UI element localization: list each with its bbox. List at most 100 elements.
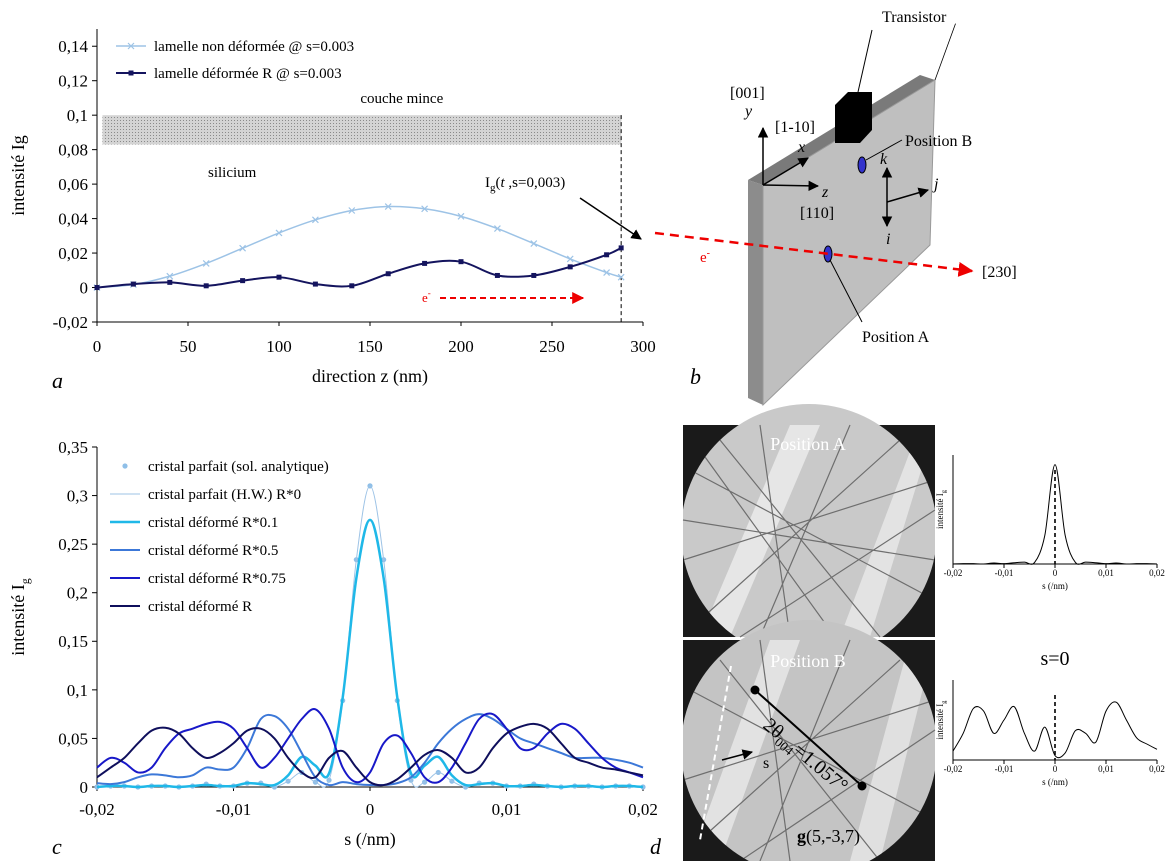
point [566,255,574,263]
point [567,264,573,270]
y-axis-label-text: intensité I [935,493,945,529]
legend-label: cristal parfait (H.W.) R*0 [148,487,301,503]
point [531,272,537,278]
y-axis-label-text: intensité I [8,584,28,655]
x-tick-label: -0,01 [216,800,251,819]
image-label-part: g [797,826,806,846]
x-tick-label: 0 [1053,568,1058,578]
x-tick-label: 200 [448,337,474,356]
chart: couche mince -0,02 0 0,02 0,04 0,06 0,08 0,1 0,1… [8,29,656,393]
y-axis-label-text: intensité Ig [8,135,28,215]
point [166,272,174,280]
y-tick-label: 0,02 [58,244,88,263]
annotation-part: ( [496,175,501,191]
leader [934,23,956,81]
legend-label: lamelle non déformée @ s=0.003 [154,39,354,55]
x-tick-label: 0,02 [1149,764,1165,774]
point [384,203,392,210]
x-axis-label: s (/nm) [1042,777,1068,787]
x-axis-label: s (/nm) [1042,581,1068,591]
point [202,259,210,267]
point [94,285,100,291]
x-tick-label: -0,01 [995,568,1014,578]
panel-label: a [52,368,63,393]
series-line [952,701,1158,759]
chart: -0,02 -0,01 0 0,01 0,02 s (/nm) intensité Ig [935,455,1165,591]
x-tick-label: 0,01 [492,800,522,819]
y-axis-label-sub: g [18,578,32,584]
point [422,260,428,266]
point [618,245,624,251]
label: j [932,176,939,193]
legend-marker [128,70,134,76]
annotation-part: g [490,182,496,194]
endpoint [750,685,760,695]
image-label-part: (5,-3,7) [806,826,860,847]
point [239,244,247,252]
beam-label: e- [422,288,431,305]
x-axis-label: direction z (nm) [312,366,428,387]
beam [654,231,974,277]
label: [1-10] [775,119,815,136]
point [385,271,391,277]
image-label: s [763,755,769,772]
label: k [880,151,888,168]
annotation-part: t [501,175,506,191]
y-tick-label: 0,06 [58,175,88,194]
label: Position A [862,329,930,346]
label: [110] [800,205,834,222]
x-tick-label: 0,01 [1098,568,1114,578]
beam-label-part: - [428,288,431,298]
s-arrow [721,749,754,761]
label: Transistor [882,9,947,26]
point [130,281,136,287]
y-tick-label: 0,25 [58,535,88,554]
x-tick-label: -0,02 [944,568,963,578]
label: x [797,139,805,156]
x-tick-label: 0,01 [1098,764,1114,774]
leader [857,29,873,93]
y-tick-label: 0,15 [58,632,88,651]
angle-line [754,689,863,787]
kikuchi-lines [682,639,936,861]
beam-label-part: e [422,290,428,305]
image-label: Position A [770,434,846,454]
y-axis-label-sub: g [941,700,948,704]
band [840,425,935,637]
series-line [952,464,1158,565]
x-tick-label: 0 [93,337,102,356]
y-tick-label: 0,12 [58,72,88,91]
y-tick-label: 0,3 [67,487,88,506]
y-tick-label: 0,1 [67,106,88,125]
legend-label: cristal déformé R*0.1 [148,515,278,531]
x-tick-label: -0,02 [79,800,114,819]
x-tick-label: -0,02 [944,764,963,774]
legend-label: cristal déformé R*0.5 [148,543,278,559]
annotation: silicium [208,165,257,181]
legend-marker [122,463,128,469]
y-axis-label-text: intensité I [935,704,945,740]
y-tick-label: 0,04 [58,210,88,229]
y-tick-label: 0,05 [58,729,88,748]
image-label: g(5,-3,7) [797,826,860,847]
position-b-spot [857,156,867,174]
y-axis-label: intensité Ig [935,489,948,529]
kikuchi-lines [682,424,936,638]
x-tick-label: 300 [630,337,656,356]
label: i [886,231,890,248]
label: e- [700,248,710,266]
y-tick-label: 0,1 [67,681,88,700]
point [421,205,429,213]
x-tick-label: 0 [366,800,375,819]
point [457,212,465,220]
y-tick-label: 0 [80,278,89,297]
x-tick-label: 50 [180,337,197,356]
y-tick-label: 0,2 [67,584,88,603]
label: [001] [730,85,765,102]
y-tick-label: -0,02 [53,313,88,332]
panel-label: b [690,364,701,389]
label-part: e [700,250,707,266]
label: [230] [982,264,1017,281]
x-tick-label: 150 [357,337,383,356]
